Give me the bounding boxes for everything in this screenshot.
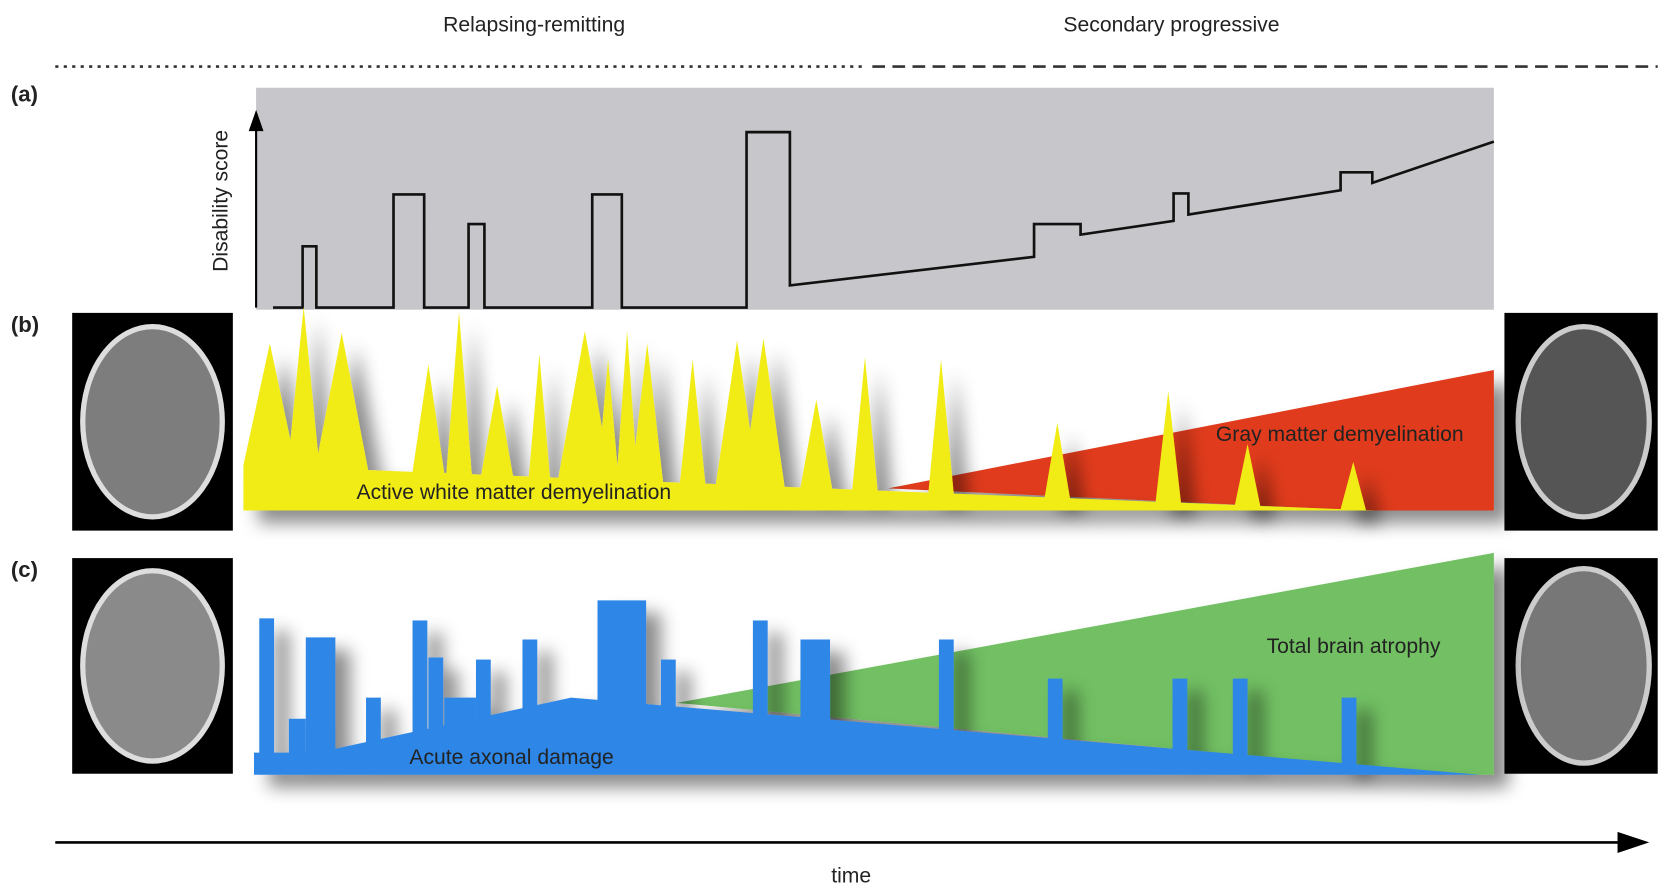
- region-label: Active white matter demyelination: [357, 481, 672, 504]
- axonal-bar: [259, 618, 274, 767]
- region-label: Acute axonal damage: [409, 746, 613, 769]
- axonal-bar: [476, 660, 491, 721]
- axonal-bar: [661, 660, 676, 709]
- mri-brain: [1518, 569, 1649, 763]
- panel-label: (c): [11, 557, 38, 582]
- mri-brain: [1518, 327, 1649, 517]
- axonal-bar: [413, 620, 428, 734]
- axonal-bar: [366, 698, 381, 745]
- panel-label: (a): [11, 81, 38, 106]
- axonal-bar: [800, 639, 830, 721]
- axonal-bar: [306, 637, 336, 757]
- phase-label: Secondary progressive: [1063, 14, 1279, 37]
- axonal-bar: [753, 620, 768, 716]
- mri-brain: [83, 327, 223, 517]
- phase-label: Relapsing-remitting: [443, 14, 625, 37]
- axonal-bar: [598, 600, 647, 706]
- axonal-bar: [1342, 698, 1357, 767]
- axonal-bar: [1048, 679, 1063, 742]
- axonal-bar: [1173, 679, 1188, 752]
- mri-brain: [83, 571, 223, 761]
- axonal-bar: [939, 639, 954, 732]
- figure: Relapsing-remitting Secondary progressiv…: [0, 0, 1658, 890]
- region-label: Gray matter demyelination: [1216, 423, 1464, 446]
- axonal-bar: [289, 719, 306, 761]
- axonal-bar: [522, 639, 537, 710]
- x-axis-label: time: [831, 865, 871, 888]
- axonal-bar: [1233, 679, 1248, 758]
- arrowhead: [1618, 832, 1650, 853]
- y-axis-label: Disability score: [210, 130, 233, 272]
- panel-label: (b): [11, 312, 39, 337]
- region-label: Total brain atrophy: [1267, 635, 1441, 658]
- axonal-bar: [428, 657, 443, 730]
- axonal-bar: [444, 698, 476, 728]
